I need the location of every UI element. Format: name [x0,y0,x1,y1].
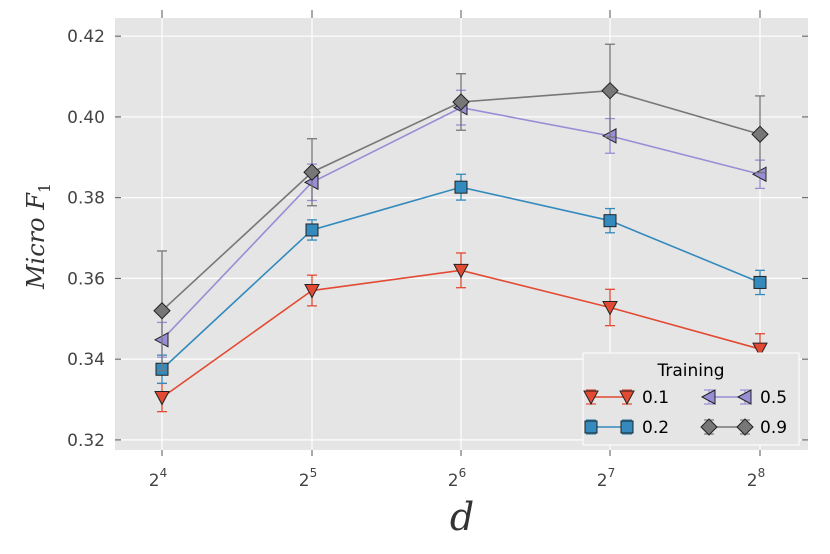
legend-entry-0.2: 0.2 [584,418,669,438]
legend-marker [736,389,752,405]
x-tick-label: 25 [299,466,317,491]
x-axis-title: d [450,495,474,539]
legend-marker [584,420,598,434]
x-tick-label: 26 [448,466,466,491]
y-tick-label: 0.36 [67,269,105,289]
y-axis-title-main: Micro F [22,192,50,290]
y-tick-label: 0.42 [67,27,105,47]
legend-marker [736,418,754,436]
y-tick-label: 0.40 [67,108,105,128]
data-point [752,342,768,358]
legend-label: 0.5 [760,388,787,408]
legend-marker [700,418,718,436]
data-point [453,263,469,279]
data-point [753,275,767,289]
y-tick-labels: 0.32 0.34 0.36 0.38 0.40 0.42 [67,27,105,451]
x-tick-labels: 24 25 26 27 28 [149,466,765,491]
y-axis-title-subscript: 1 [35,183,54,193]
legend-marker [700,389,716,405]
data-point [154,391,170,406]
data-point [153,302,171,320]
data-point [304,284,320,299]
x-tick-label: 28 [747,466,765,491]
legend-label: 0.2 [642,418,669,438]
legend-label: 0.1 [642,388,669,408]
data-point [452,93,470,111]
x-tick-label: 27 [597,466,615,491]
legend-marker [619,390,635,406]
legend-entry-0.5: 0.5 [700,388,787,408]
legend-entry-0.9: 0.9 [700,418,787,438]
data-point [603,214,617,228]
y-tick-label: 0.32 [67,431,105,451]
data-point [601,81,619,100]
y-tick-label: 0.38 [67,189,105,209]
data-point [305,223,319,237]
data-point [303,163,321,181]
data-point [602,300,618,316]
x-tick-label: 24 [149,466,167,491]
y-tick-label: 0.34 [67,350,105,370]
legend-marker [620,420,634,434]
data-point [751,125,769,143]
series-0.2 [155,173,767,385]
legend-entry-0.1: 0.1 [583,388,669,408]
legend: Training 0.1 0.2 0.5 0.9 [582,352,800,446]
legend-label: 0.9 [760,418,787,438]
y-axis-title: Micro F1 [22,183,54,290]
legend-entries: 0.1 0.2 0.5 0.9 [583,388,787,438]
legend-marker [583,390,599,406]
series-0.9 [153,43,769,372]
legend-box [582,352,800,446]
axis-ticks [115,10,808,456]
series-layer [153,43,769,413]
legend-title: Training [656,361,724,381]
data-point [454,180,468,194]
